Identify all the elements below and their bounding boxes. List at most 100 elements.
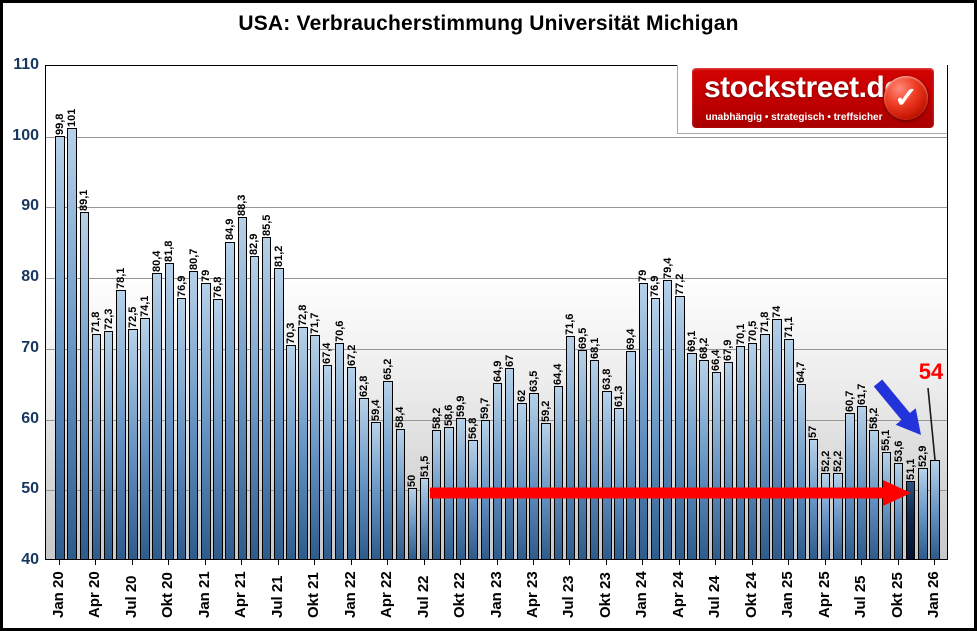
- x-axis-tick: [387, 560, 389, 565]
- bar-value-label: 80,7: [187, 248, 200, 271]
- bar-value-label: 85,5: [260, 214, 273, 237]
- x-axis-label: Jan 21: [195, 571, 213, 618]
- bar-value-label: 70,5: [746, 320, 759, 343]
- y-axis-label: 80: [21, 268, 39, 286]
- x-axis-label: Jan 24: [633, 571, 651, 618]
- bar-value-label: 58,6: [442, 405, 455, 427]
- bar: [213, 298, 223, 559]
- bar-value-label: 84,9: [224, 219, 237, 241]
- x-axis-tick: [314, 560, 316, 565]
- annotation-value-label: 54: [918, 359, 944, 384]
- bar-value-label: 58,2: [868, 407, 881, 430]
- bar-value-label: 59,4: [369, 399, 382, 421]
- x-axis-tick: [751, 560, 753, 565]
- bar: [930, 460, 940, 559]
- bar-value-label: 74: [771, 305, 783, 318]
- bar: [589, 360, 600, 559]
- bar-value-label: 59,7: [479, 397, 492, 419]
- bar: [249, 255, 260, 559]
- bar: [735, 346, 746, 559]
- bar: [553, 386, 563, 559]
- bar-value-label: 58,4: [394, 406, 407, 428]
- bar-value-label: 72,5: [126, 306, 139, 329]
- x-axis-label: Apr 24: [669, 571, 687, 618]
- bar-value-label: 88,3: [236, 195, 249, 217]
- bar: [541, 423, 551, 559]
- bar-value-label: 64,9: [491, 360, 504, 382]
- bar: [188, 271, 199, 559]
- x-axis-label: Jul 25: [852, 575, 870, 618]
- bar: [298, 327, 308, 559]
- bar: [857, 405, 867, 559]
- y-axis-label: 110: [13, 56, 39, 73]
- bar-value-label: 89,1: [78, 189, 91, 211]
- x-axis-tick: [824, 560, 826, 565]
- stockstreet-logo: stockstreet.de unabhängig • strategisch …: [692, 68, 934, 128]
- check-icon: ✓: [884, 76, 928, 120]
- bar: [55, 136, 65, 559]
- y-axis-label: 70: [21, 338, 39, 356]
- bar: [152, 273, 162, 559]
- x-axis-label: Jan 22: [341, 571, 359, 618]
- x-axis-tick: [861, 560, 863, 565]
- bar-value-label: 79: [199, 269, 212, 283]
- x-axis-label: Jul 22: [414, 575, 432, 618]
- logo-tagline: unabhängig • strategisch • treffsicher: [705, 112, 883, 123]
- bar: [565, 335, 576, 559]
- x-axis-label: Okt 20: [159, 572, 177, 618]
- x-axis-tick: [277, 560, 279, 565]
- bar: [529, 392, 539, 559]
- gridline: [46, 278, 947, 280]
- bar-value-label: 52,9: [916, 445, 929, 467]
- bar: [67, 127, 77, 559]
- y-axis-label: 50: [21, 480, 39, 498]
- bar: [79, 211, 90, 559]
- bar: [225, 241, 235, 559]
- bar: [201, 283, 211, 559]
- x-axis-label: Apr 22: [378, 571, 396, 618]
- bar: [431, 430, 442, 559]
- bar-value-label: 79,4: [661, 257, 674, 280]
- bar: [808, 438, 819, 559]
- x-axis-label: Jul 21: [268, 575, 286, 618]
- x-axis-label: Okt 23: [596, 572, 614, 618]
- bar: [103, 330, 114, 559]
- bar-value-label: 60,7: [843, 390, 856, 412]
- bar-value-label: 68,1: [588, 337, 601, 360]
- x-axis-tick: [423, 560, 425, 565]
- bar: [419, 477, 430, 559]
- bar: [638, 283, 649, 559]
- bar: [444, 427, 454, 559]
- bar-value-label: 64,4: [552, 364, 565, 386]
- bar-value-label: 69,1: [685, 330, 698, 353]
- bar: [869, 430, 879, 559]
- bar-value-label: 72,8: [297, 304, 310, 327]
- bar-value-label: 76,9: [649, 275, 662, 298]
- bar-value-label: 51,5: [418, 455, 431, 477]
- bar: [577, 350, 588, 559]
- bar-value-label: 80,4: [151, 250, 164, 273]
- bar: [881, 452, 892, 559]
- x-axis-label: Jan 25: [779, 571, 797, 618]
- x-axis-tick: [241, 560, 243, 565]
- bar: [456, 418, 466, 559]
- bar-value-label: 69,4: [625, 328, 638, 351]
- y-axis-label: 100: [12, 126, 39, 144]
- x-axis-label: Okt 21: [305, 572, 323, 618]
- x-axis-tick: [897, 560, 899, 565]
- bar-value-label: 76,8: [211, 276, 224, 298]
- bar: [359, 397, 369, 559]
- bar-value-label: 63,5: [527, 370, 540, 392]
- x-axis-tick: [569, 560, 571, 565]
- bar-value-label: 56,8: [467, 417, 480, 440]
- bar-value-label: 52,2: [819, 450, 832, 472]
- bar-value-label: 82,9: [248, 233, 261, 255]
- logo-name: stockstreet.de: [704, 71, 901, 104]
- x-axis-tick: [350, 560, 352, 565]
- gridline: [46, 207, 947, 209]
- bar: [772, 318, 782, 559]
- bar: [346, 366, 357, 559]
- bar: [128, 329, 138, 559]
- x-axis-tick: [605, 560, 607, 565]
